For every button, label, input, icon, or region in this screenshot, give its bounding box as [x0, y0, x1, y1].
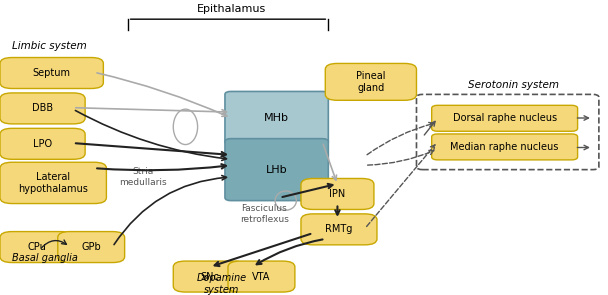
FancyBboxPatch shape: [0, 162, 106, 204]
Text: IPN: IPN: [330, 189, 345, 199]
Text: Septum: Septum: [33, 68, 71, 78]
Text: Lateral
hypothalamus: Lateral hypothalamus: [18, 172, 88, 194]
FancyBboxPatch shape: [432, 105, 578, 131]
Text: MHb: MHb: [264, 113, 289, 123]
FancyBboxPatch shape: [173, 261, 246, 292]
Text: LHb: LHb: [266, 165, 288, 175]
Text: SNc: SNc: [200, 272, 219, 281]
FancyBboxPatch shape: [228, 261, 295, 292]
Text: Stria
medullaris: Stria medullaris: [119, 167, 167, 187]
FancyBboxPatch shape: [0, 58, 103, 88]
Text: VTA: VTA: [252, 272, 271, 281]
Text: Serotonin system: Serotonin system: [468, 81, 559, 91]
FancyBboxPatch shape: [0, 232, 73, 263]
Text: Dopamine
system: Dopamine system: [197, 273, 247, 295]
FancyBboxPatch shape: [301, 178, 374, 209]
FancyBboxPatch shape: [301, 214, 377, 245]
Text: RMTg: RMTg: [325, 224, 353, 234]
FancyBboxPatch shape: [0, 93, 85, 124]
FancyBboxPatch shape: [0, 128, 85, 159]
Text: LPO: LPO: [33, 139, 52, 149]
Text: Basal ganglia: Basal ganglia: [12, 253, 78, 263]
Text: Pineal
gland: Pineal gland: [356, 71, 385, 93]
Text: Fasciculus
retroflexus: Fasciculus retroflexus: [240, 204, 289, 224]
FancyBboxPatch shape: [225, 91, 328, 145]
FancyBboxPatch shape: [432, 134, 578, 160]
Text: DBB: DBB: [32, 104, 53, 113]
Text: Median raphe nucleus: Median raphe nucleus: [451, 142, 559, 152]
Text: Dorsal raphe nucleus: Dorsal raphe nucleus: [452, 113, 557, 123]
FancyBboxPatch shape: [58, 232, 125, 263]
Text: GPb: GPb: [81, 242, 101, 252]
Text: Limbic system: Limbic system: [12, 41, 87, 51]
FancyBboxPatch shape: [225, 139, 328, 201]
Text: Epithalamus: Epithalamus: [196, 4, 266, 14]
FancyBboxPatch shape: [325, 63, 416, 100]
Text: CPu: CPu: [27, 242, 46, 252]
